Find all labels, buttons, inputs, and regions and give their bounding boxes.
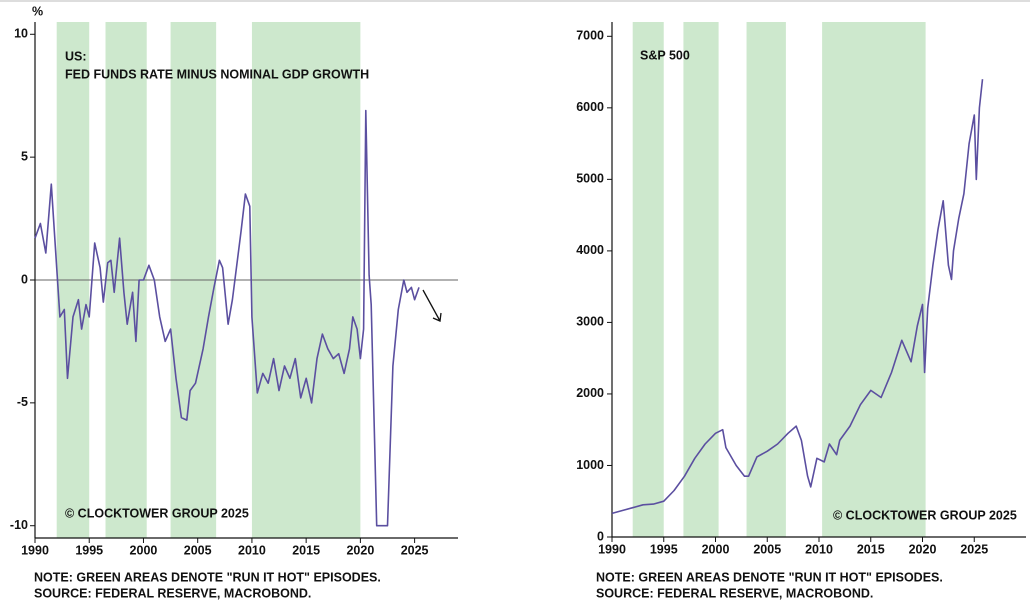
x-tick-label: 2020	[346, 543, 374, 557]
shaded-band	[632, 22, 664, 537]
arrow	[422, 289, 441, 322]
arrow-head	[432, 312, 442, 322]
watermark: © CLOCKTOWER GROUP 2025	[833, 508, 1017, 522]
x-tick-label: 2000	[702, 542, 730, 556]
x-tick-label: 1990	[598, 542, 626, 556]
x-tick-label: 2015	[857, 542, 885, 556]
shaded-band	[822, 22, 926, 537]
x-tick-label: 2010	[805, 542, 833, 556]
panel: 0 1000 2000 3000 4000 5000 6000 7000 1990 1995 200…	[576, 22, 1026, 600]
source: SOURCE: FEDERAL RESERVE, MACROBOND.	[596, 586, 873, 600]
shaded-band	[683, 22, 719, 537]
y-tick-label: 4000	[576, 243, 604, 257]
x-tick-label: 1995	[650, 542, 678, 556]
panel: -10 -5 0 5 10 1990 1995 2000 2005 2010 2015 2020 202…	[10, 4, 458, 600]
y-tick-label: 3000	[576, 315, 604, 329]
y-tick-label: 0	[597, 529, 604, 543]
data-line	[34, 109, 420, 527]
y-tick-label: 6000	[576, 100, 604, 114]
chart-title: S&P 500	[640, 48, 690, 62]
x-tick-label: 2010	[238, 543, 266, 557]
x-tick-label: 2000	[130, 543, 158, 557]
note: NOTE: GREEN AREAS DENOTE "RUN IT HOT" EP…	[596, 570, 943, 584]
y-tick-label: -5	[17, 395, 28, 409]
x-tick-label: 2015	[292, 543, 320, 557]
x-tick-label: 2025	[960, 542, 988, 556]
y-tick-label: 10	[14, 27, 28, 41]
data-line	[611, 79, 984, 515]
y-tick-label: 5000	[576, 172, 604, 186]
y-tick-label: 1000	[576, 458, 604, 472]
note: NOTE: GREEN AREAS DENOTE "RUN IT HOT" EP…	[34, 570, 381, 584]
y-tick-label: 0	[21, 272, 28, 286]
x-tick-label: 1990	[21, 543, 49, 557]
chart-subtitle: FED FUNDS RATE MINUS NOMINAL GDP GROWTH	[65, 67, 369, 81]
x-tick-label: 2005	[753, 542, 781, 556]
shaded-band	[746, 22, 786, 537]
x-tick-label: 1995	[75, 543, 103, 557]
watermark: © CLOCKTOWER GROUP 2025	[65, 506, 249, 520]
x-tick-label: 2025	[401, 543, 429, 557]
chart-title: US:	[65, 49, 87, 63]
y-axis-label: %	[32, 4, 43, 18]
y-tick-label: 7000	[576, 29, 604, 43]
y-tick-label: 5	[21, 149, 28, 163]
y-tick-label: 2000	[576, 386, 604, 400]
charts: -10 -5 0 5 10 1990 1995 2000 2005 2010 2015 2020 202…	[10, 4, 1026, 600]
source: SOURCE: FEDERAL RESERVE, MACROBOND.	[34, 586, 311, 600]
x-tick-label: 2020	[909, 542, 937, 556]
x-tick-label: 2005	[184, 543, 212, 557]
y-tick-label: -10	[10, 518, 28, 532]
